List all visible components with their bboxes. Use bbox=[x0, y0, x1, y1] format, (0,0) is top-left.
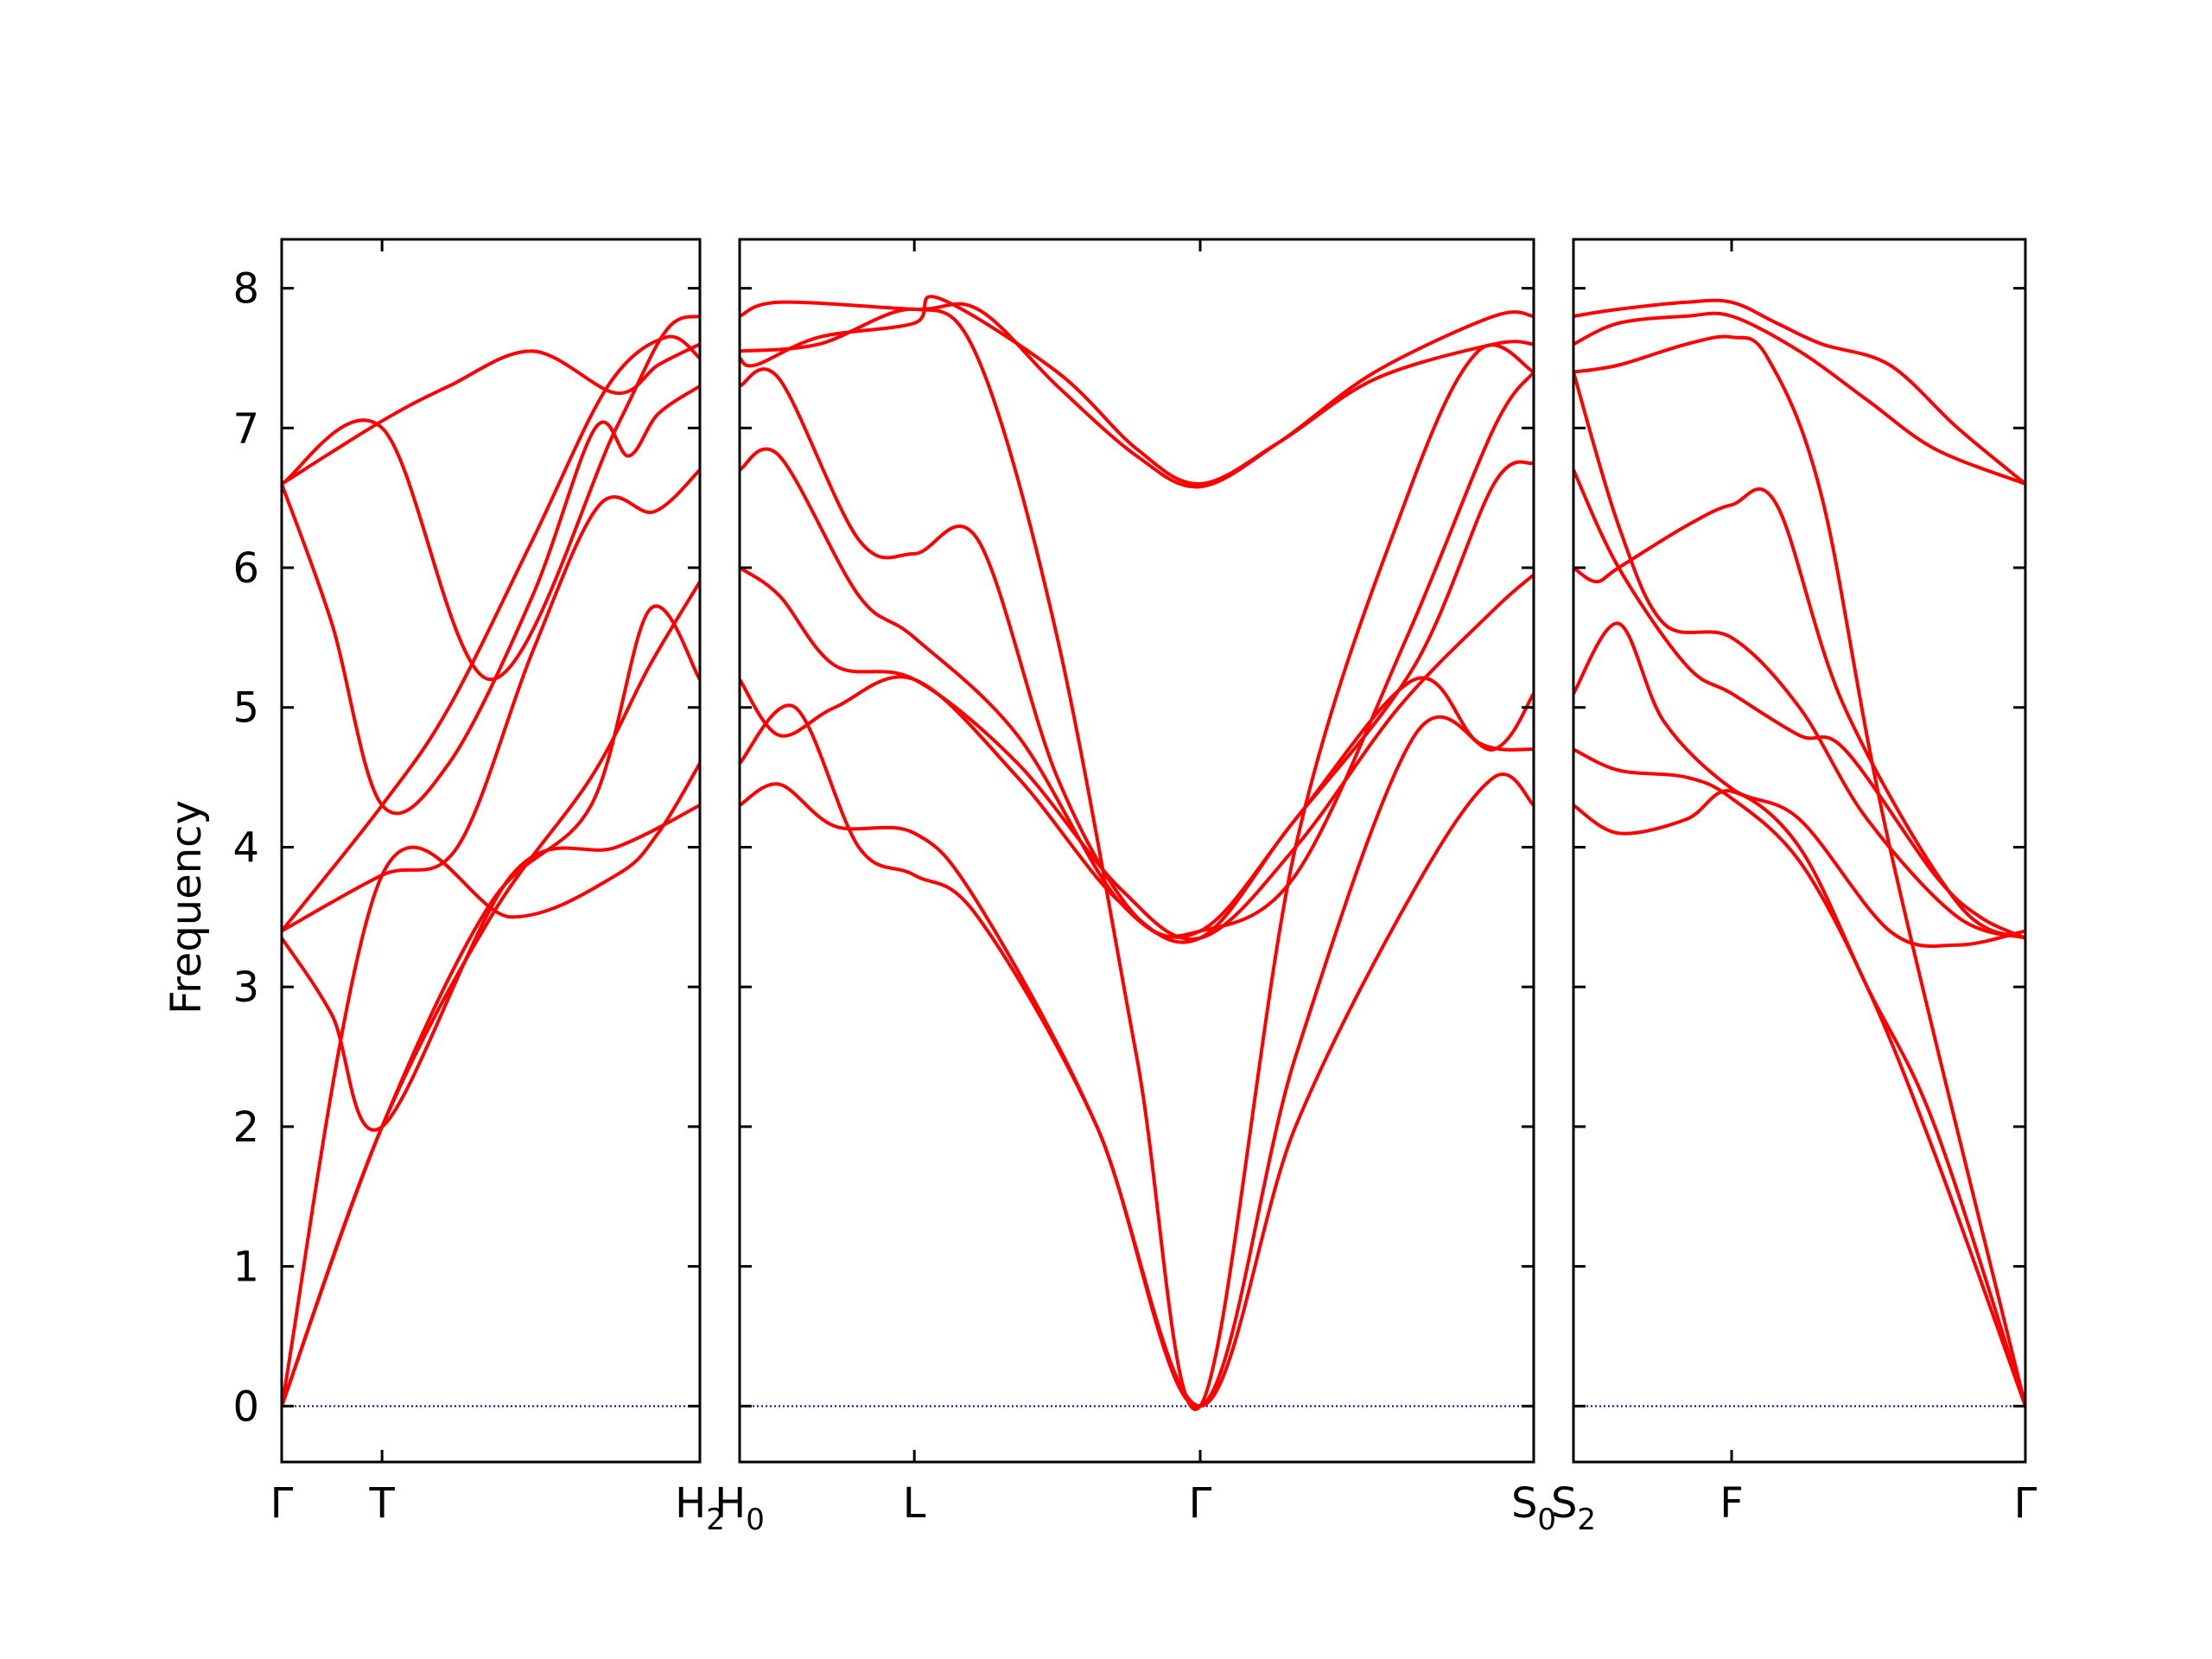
kpoint-label-text: L bbox=[903, 1479, 926, 1528]
kpoint-label-subscript: 2 bbox=[1577, 1503, 1596, 1537]
kpoint-label-1-3: H2 bbox=[675, 1479, 725, 1537]
band-line-3-9 bbox=[1573, 298, 2025, 486]
band-line-2-5 bbox=[740, 447, 1534, 939]
kpoint-label-text: Γ bbox=[270, 1479, 294, 1528]
band-line-2-4 bbox=[740, 566, 1534, 941]
kpoint-label-2-4: S0 bbox=[1511, 1479, 1556, 1537]
band-line-2-1 bbox=[740, 772, 1534, 1408]
band-line-1-9 bbox=[282, 314, 700, 682]
panel-frame bbox=[738, 238, 1535, 1464]
y-axis: 0 1 2 3 4 5 6 7 8 bbox=[232, 265, 259, 1432]
band-line-1-8 bbox=[282, 334, 700, 933]
kpoint-label-2-2: L bbox=[903, 1479, 926, 1528]
bands-group bbox=[740, 295, 1534, 1411]
bands-group bbox=[1573, 298, 2025, 1408]
panel-frame bbox=[280, 238, 702, 1464]
y-tick-label: 3 bbox=[232, 963, 259, 1012]
band-line-1-3 bbox=[282, 803, 700, 1132]
y-axis-label: Frequency bbox=[162, 800, 211, 1014]
band-line-3-6 bbox=[1573, 370, 2025, 940]
kpoint-label-2-3: Γ bbox=[1189, 1479, 1212, 1528]
kpoint-label-subscript: 0 bbox=[1537, 1503, 1556, 1537]
bands-group bbox=[282, 314, 700, 1408]
band-line-1-4 bbox=[282, 761, 700, 1408]
kpoint-label-text: H bbox=[715, 1479, 746, 1528]
band-line-1-1 bbox=[282, 580, 700, 1408]
band-line-3-5 bbox=[1573, 487, 2025, 940]
band-line-3-2 bbox=[1573, 747, 2025, 1408]
band-line-1-2 bbox=[282, 604, 700, 1408]
band-line-1-6 bbox=[282, 384, 700, 816]
band-panel-1: Γ T H2 bbox=[270, 238, 725, 1537]
band-line-1-7 bbox=[282, 342, 700, 486]
kpoint-label-subscript: 0 bbox=[746, 1503, 765, 1537]
band-line-2-2 bbox=[740, 691, 1534, 1408]
y-tick-label: 5 bbox=[232, 684, 259, 733]
kpoint-label-text: Γ bbox=[2014, 1479, 2037, 1528]
kpoint-label-3-1: S2 bbox=[1551, 1479, 1596, 1537]
y-axis-label-group: Frequency bbox=[162, 800, 211, 1014]
y-tick-label: 7 bbox=[232, 404, 259, 453]
panel-frame bbox=[1572, 238, 2027, 1464]
kpoint-label-text: Γ bbox=[1189, 1479, 1212, 1528]
y-tick-label: 6 bbox=[232, 544, 259, 593]
kpoint-label-text: S bbox=[1511, 1479, 1537, 1528]
band-line-1-5 bbox=[282, 467, 700, 933]
band-line-3-1 bbox=[1573, 789, 2025, 1408]
y-tick-label: 1 bbox=[232, 1243, 259, 1292]
kpoint-label-3-2: F bbox=[1719, 1479, 1744, 1528]
kpoint-label-3-3: Γ bbox=[2014, 1479, 2037, 1528]
y-tick-label: 8 bbox=[232, 265, 259, 314]
kpoint-label-text: T bbox=[368, 1479, 395, 1528]
band-panel-3: S2 F Γ bbox=[1551, 238, 2037, 1537]
band-line-3-3 bbox=[1573, 621, 2025, 948]
kpoint-label-1-1: Γ bbox=[270, 1479, 294, 1528]
y-tick-label: 4 bbox=[232, 823, 259, 872]
band-panel-2: H0 L Γ S0 bbox=[715, 238, 1556, 1537]
kpoint-label-text: H bbox=[675, 1479, 706, 1528]
y-tick-label: 0 bbox=[232, 1382, 259, 1431]
y-tick-label: 2 bbox=[232, 1103, 259, 1152]
band-line-2-7 bbox=[740, 307, 1534, 1411]
kpoint-label-text: F bbox=[1719, 1479, 1744, 1528]
band-line-3-8 bbox=[1573, 311, 2025, 486]
band-line-3-4 bbox=[1573, 467, 2025, 940]
kpoint-label-text: S bbox=[1551, 1479, 1577, 1528]
kpoint-label-1-2: T bbox=[368, 1479, 395, 1528]
band-line-2-8 bbox=[740, 300, 1534, 489]
band-line-2-9 bbox=[740, 295, 1534, 486]
kpoint-label-subscript: 2 bbox=[706, 1503, 725, 1537]
band-line-3-7 bbox=[1573, 334, 2025, 1408]
kpoint-label-2-1: H0 bbox=[715, 1479, 765, 1537]
